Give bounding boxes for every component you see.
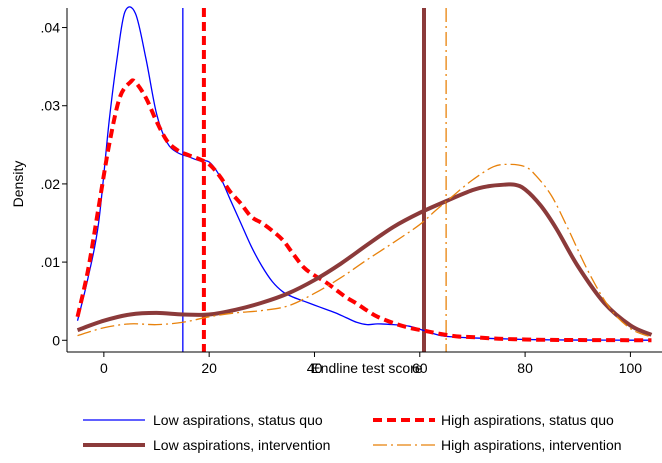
legend-label: Low aspirations, intervention <box>153 437 330 453</box>
series-line-high-aspirations-status-quo <box>75 78 652 343</box>
x-tick-label: 20 <box>201 360 217 376</box>
series-lines <box>75 6 653 343</box>
series-line-low-aspirations-intervention <box>76 182 653 337</box>
y-axis-title: Density <box>10 161 26 208</box>
legend-item-high-aspirations-intervention: High aspirations, intervention <box>373 437 622 453</box>
x-tick-label: 40 <box>307 360 323 376</box>
legend-item-low-aspirations-intervention: Low aspirations, intervention <box>83 437 330 453</box>
x-axis-title: Endline test score <box>311 360 422 376</box>
legend: Low aspirations, status quo High aspirati… <box>83 412 622 453</box>
x-tick-label: 100 <box>619 360 643 376</box>
axes: 0 20 40 60 80 100 0 .01 .02 .03 .04 <box>41 8 662 376</box>
legend-label: High aspirations, status quo <box>441 412 614 428</box>
x-tick-label: 0 <box>100 360 108 376</box>
x-tick-label: 80 <box>517 360 533 376</box>
y-tick-label: 0 <box>52 332 60 348</box>
series-line-low-aspirations-status-quo <box>76 6 652 341</box>
legend-label: High aspirations, intervention <box>441 437 622 453</box>
x-tick-label: 60 <box>412 360 428 376</box>
y-tick-label: .04 <box>41 20 61 36</box>
legend-label: Low aspirations, status quo <box>153 412 323 428</box>
y-tick-label: .02 <box>41 176 61 192</box>
reference-lines <box>182 8 447 352</box>
series-line-high-aspirations-intervention <box>77 163 652 338</box>
legend-item-high-aspirations-status-quo: High aspirations, status quo <box>373 412 614 428</box>
y-tick-label: .01 <box>41 254 61 270</box>
legend-item-low-aspirations-status-quo: Low aspirations, status quo <box>83 412 323 428</box>
y-tick-label: .03 <box>41 98 61 114</box>
